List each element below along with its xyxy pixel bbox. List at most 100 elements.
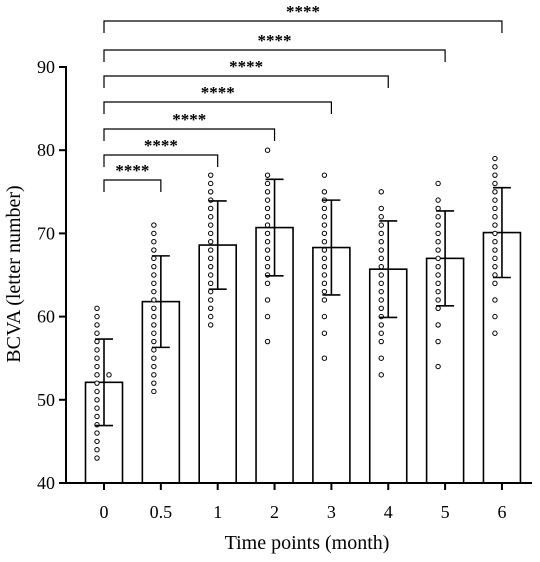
data-point	[378, 272, 384, 278]
significance-label: ****	[201, 83, 235, 102]
data-point	[435, 297, 441, 303]
data-point	[264, 239, 271, 245]
data-point	[94, 305, 100, 311]
data-point	[321, 288, 328, 295]
data-point	[264, 230, 271, 237]
data-point	[435, 247, 441, 253]
data-point	[94, 397, 100, 403]
data-point	[435, 288, 441, 295]
points-layer	[94, 147, 498, 461]
significance-label: ****	[115, 161, 149, 180]
data-point	[151, 355, 157, 361]
significance-label: ****	[229, 57, 263, 76]
data-point	[264, 247, 271, 253]
data-point	[435, 214, 441, 220]
data-point	[94, 438, 100, 445]
data-point	[492, 197, 498, 203]
data-point	[151, 330, 157, 336]
x-tick-label: 2	[270, 502, 279, 522]
x-tick-label: 4	[384, 502, 393, 522]
data-point	[321, 222, 328, 228]
data-point	[378, 338, 384, 345]
data-point	[106, 372, 112, 378]
data-point	[208, 297, 214, 303]
significance-bracket	[103, 49, 446, 62]
data-point	[208, 272, 214, 278]
data-point	[321, 205, 328, 212]
significance-bracket	[103, 20, 503, 33]
data-point	[378, 222, 384, 228]
data-point	[264, 214, 271, 220]
data-point	[94, 405, 100, 411]
data-point	[151, 230, 157, 237]
data-point	[151, 247, 157, 253]
data-point	[151, 272, 157, 278]
data-point	[435, 305, 441, 311]
data-point	[208, 280, 214, 287]
data-point	[264, 280, 271, 287]
data-point	[492, 255, 498, 262]
data-point	[492, 180, 498, 187]
bar-4	[368, 268, 408, 484]
data-point	[435, 180, 441, 187]
data-point	[435, 230, 441, 237]
data-point	[208, 180, 214, 187]
data-point	[321, 330, 328, 336]
data-point	[492, 247, 498, 253]
data-point	[492, 263, 498, 270]
error-bars-layer	[95, 178, 511, 427]
y-tick-label: 70	[37, 223, 55, 243]
data-point	[151, 388, 157, 395]
data-point	[208, 205, 214, 212]
significance-label: ****	[144, 136, 178, 155]
y-tick-label: 50	[37, 390, 55, 410]
data-point	[208, 172, 214, 178]
data-point	[321, 214, 328, 220]
data-point	[435, 263, 441, 270]
data-point	[264, 189, 271, 195]
data-point	[151, 255, 157, 262]
data-point	[378, 297, 384, 303]
data-point	[264, 263, 271, 270]
data-point	[94, 330, 100, 336]
data-point	[378, 288, 384, 295]
x-tick-label: 0.5	[150, 502, 173, 522]
data-point	[151, 347, 157, 353]
data-point	[151, 338, 157, 345]
data-point	[378, 330, 384, 336]
x-tick-label: 3	[327, 502, 336, 522]
data-point	[492, 313, 498, 320]
data-point	[435, 322, 441, 328]
data-point	[435, 205, 441, 212]
axes-layer: 40 50 60 70 80 90 0 0.5 1 2 3 4 5 6	[37, 57, 532, 522]
data-point	[492, 230, 498, 237]
data-point	[94, 338, 100, 345]
data-point	[321, 313, 328, 320]
significance-bracket	[103, 154, 219, 167]
data-point	[208, 255, 214, 262]
data-point	[378, 255, 384, 262]
data-point	[321, 239, 328, 245]
data-point	[151, 239, 157, 245]
data-point	[151, 297, 157, 303]
y-axis-title: BCVA (letter number)	[3, 185, 25, 362]
data-point	[208, 263, 214, 270]
significance-bracket	[103, 128, 276, 141]
data-point	[492, 214, 498, 220]
data-point	[435, 239, 441, 245]
data-point	[94, 347, 100, 353]
data-point	[264, 172, 271, 178]
significance-bracket	[103, 75, 389, 88]
data-point	[208, 222, 214, 228]
data-point	[321, 272, 328, 278]
bars-layer	[84, 226, 522, 484]
y-tick-label: 90	[37, 57, 55, 77]
data-point	[208, 214, 214, 220]
data-point	[94, 372, 100, 378]
data-point	[151, 263, 157, 270]
data-point	[208, 247, 214, 253]
data-point	[208, 313, 214, 320]
data-point	[321, 263, 328, 270]
